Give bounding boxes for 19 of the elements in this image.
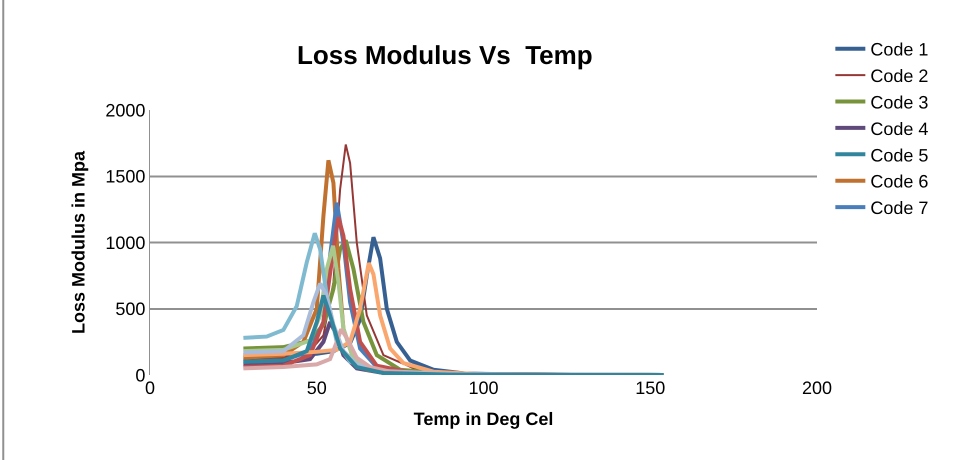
y-tick-label: 0 — [135, 365, 146, 386]
x-tick-label: 150 — [635, 378, 666, 398]
x-tick-label: 50 — [306, 378, 327, 398]
y-tick-label: 1500 — [105, 166, 146, 187]
y-tick-label: 1000 — [105, 232, 146, 253]
legend-label: Code 2 — [870, 66, 928, 86]
y-tick-label: 500 — [115, 299, 146, 320]
legend-label: Code 7 — [870, 198, 928, 218]
chart-title: Loss Modulus Vs Temp — [296, 40, 593, 70]
legend-label: Code 3 — [870, 92, 928, 113]
legend-label: Code 4 — [870, 118, 928, 139]
y-tick-label: 2000 — [105, 100, 146, 120]
legend-label: Code 6 — [870, 172, 928, 192]
y-axis-title: Loss Modulus in Mpa — [68, 150, 89, 334]
x-axis-title: Temp in Deg Cel — [414, 409, 554, 430]
x-tick-label: 200 — [802, 378, 832, 398]
x-tick-label: 100 — [468, 378, 499, 398]
legend-label: Code 1 — [870, 40, 928, 60]
legend-label: Code 5 — [870, 145, 928, 166]
